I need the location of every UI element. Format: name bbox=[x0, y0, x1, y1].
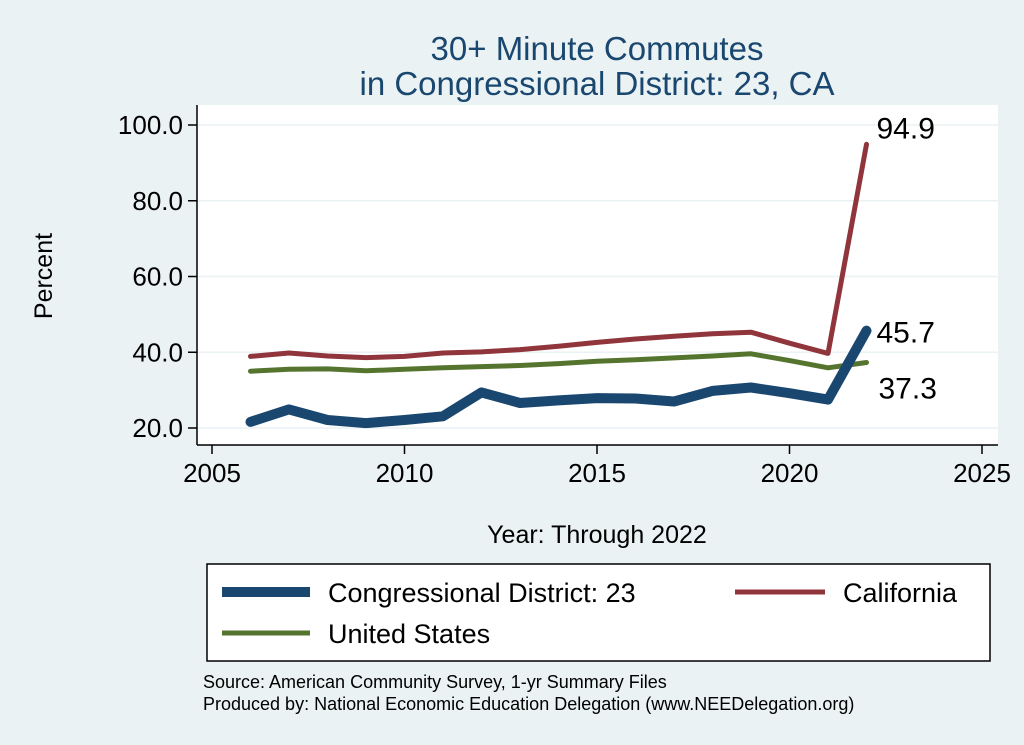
produced-by-note: Produced by: National Economic Education… bbox=[203, 694, 854, 714]
x-tick-label: 2005 bbox=[183, 458, 241, 488]
chart-title-line-2: in Congressional District: 23, CA bbox=[359, 65, 834, 102]
end-value-label: 94.9 bbox=[877, 112, 935, 145]
y-tick-label: 80.0 bbox=[132, 186, 183, 216]
x-tick-label: 2025 bbox=[953, 458, 1011, 488]
series-line-united-states bbox=[248, 351, 869, 374]
series-line-california bbox=[248, 141, 869, 361]
x-axis-title: Year: Through 2022 bbox=[487, 521, 707, 549]
y-tick-label: 40.0 bbox=[132, 337, 183, 367]
end-value-label: 45.7 bbox=[877, 317, 935, 350]
source-note: Source: American Community Survey, 1-yr … bbox=[203, 672, 667, 692]
series-line-congressional-district-23 bbox=[245, 325, 872, 429]
x-tick-label: 2015 bbox=[568, 458, 626, 488]
x-tick-label: 2010 bbox=[376, 458, 434, 488]
y-tick-label: 100.0 bbox=[118, 110, 183, 140]
legend: Congressional District: 23 California Un… bbox=[206, 563, 991, 662]
legend-box bbox=[206, 563, 991, 662]
legend-label-congressional-district: Congressional District: 23 bbox=[328, 578, 636, 608]
end-value-label: 37.3 bbox=[879, 372, 937, 405]
legend-label-united-states: United States bbox=[328, 619, 490, 649]
legend-label-california: California bbox=[843, 578, 958, 608]
chart-title-line-1: 30+ Minute Commutes bbox=[431, 30, 764, 67]
y-tick-label: 60.0 bbox=[132, 262, 183, 292]
y-tick-label: 20.0 bbox=[132, 413, 183, 443]
x-tick-label: 2020 bbox=[761, 458, 819, 488]
y-axis-title: Percent bbox=[30, 233, 58, 319]
